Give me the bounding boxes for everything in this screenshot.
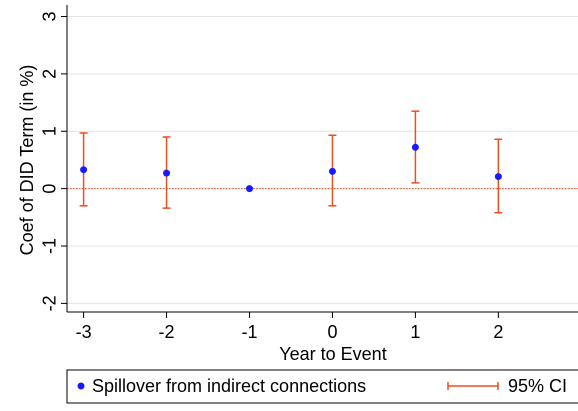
legend-label: Spillover from indirect connections	[92, 376, 366, 396]
x-tick-label: 0	[327, 322, 337, 342]
y-tick-label: 1	[40, 126, 60, 136]
x-tick-label: 2	[493, 322, 503, 342]
y-tick-label: -2	[40, 295, 60, 311]
point	[80, 166, 88, 174]
y-tick-label: 2	[40, 69, 60, 79]
legend-box	[66, 369, 578, 404]
legend-marker	[77, 382, 85, 390]
legend-label: 95% CI	[508, 376, 567, 396]
y-axis-title: Coef of DID Term (in %)	[17, 65, 37, 256]
x-tick-label: 1	[410, 322, 420, 342]
point	[328, 167, 336, 175]
point	[494, 173, 502, 181]
y-tick-label: -1	[40, 238, 60, 254]
x-tick-label: -1	[241, 322, 257, 342]
x-tick-label: -2	[159, 322, 175, 342]
x-tick-label: -3	[76, 322, 92, 342]
point	[411, 143, 419, 151]
point	[246, 185, 253, 193]
x-axis-title: Year to Event	[279, 344, 386, 364]
y-tick-label: 3	[40, 11, 60, 21]
point	[163, 169, 171, 177]
y-tick-label: 0	[40, 184, 60, 194]
